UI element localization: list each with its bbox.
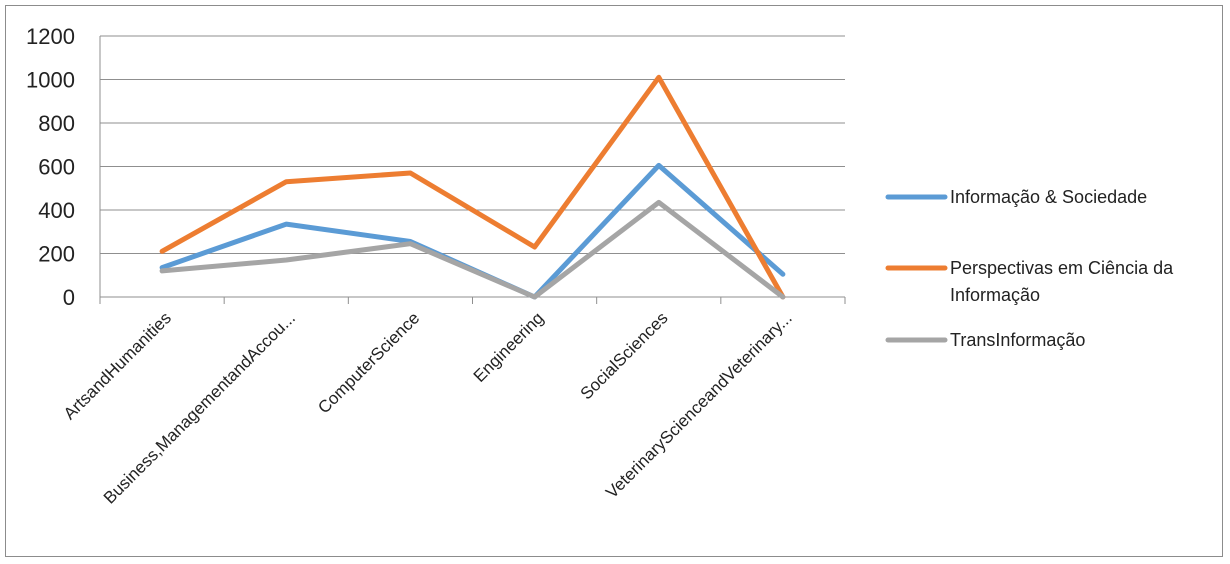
series-line: [159, 162, 786, 300]
series-line: [159, 199, 786, 300]
y-tick-label: 800: [38, 111, 75, 136]
axes: [99, 36, 846, 304]
legend-label: Informação & Sociedade: [950, 187, 1147, 207]
x-tick-label: ArtsandHumanities: [60, 308, 175, 423]
x-axis-tick-labels: ArtsandHumanitiesBusiness,ManagementandA…: [60, 308, 796, 507]
x-tick-label: Engineering: [470, 308, 548, 386]
y-axis-tick-labels: 0 200 400 600 800 1000 1200: [26, 24, 75, 310]
legend-label: Perspectivas em Ciência da: [950, 258, 1174, 278]
y-tick-label: 400: [38, 198, 75, 223]
y-tick-label: 600: [38, 155, 75, 180]
legend-label: Informação: [950, 285, 1040, 305]
series-lines: [159, 74, 786, 300]
x-tick-label: SocialSciences: [577, 308, 672, 403]
legend: Informação & Sociedade Perspectivas em Ci…: [885, 187, 1174, 350]
y-tick-label: 1000: [26, 68, 75, 93]
legend-label: TransInformação: [950, 330, 1085, 350]
y-tick-label: 1200: [26, 24, 75, 49]
x-tick-label: ComputerScience: [314, 308, 423, 417]
y-tick-label: 0: [63, 285, 75, 310]
gridlines: [100, 35, 845, 254]
x-tick-label: Business,ManagementandAccou...: [100, 308, 299, 507]
series-line: [159, 74, 786, 300]
chart-frame: [5, 5, 1223, 557]
y-tick-label: 200: [38, 242, 75, 267]
